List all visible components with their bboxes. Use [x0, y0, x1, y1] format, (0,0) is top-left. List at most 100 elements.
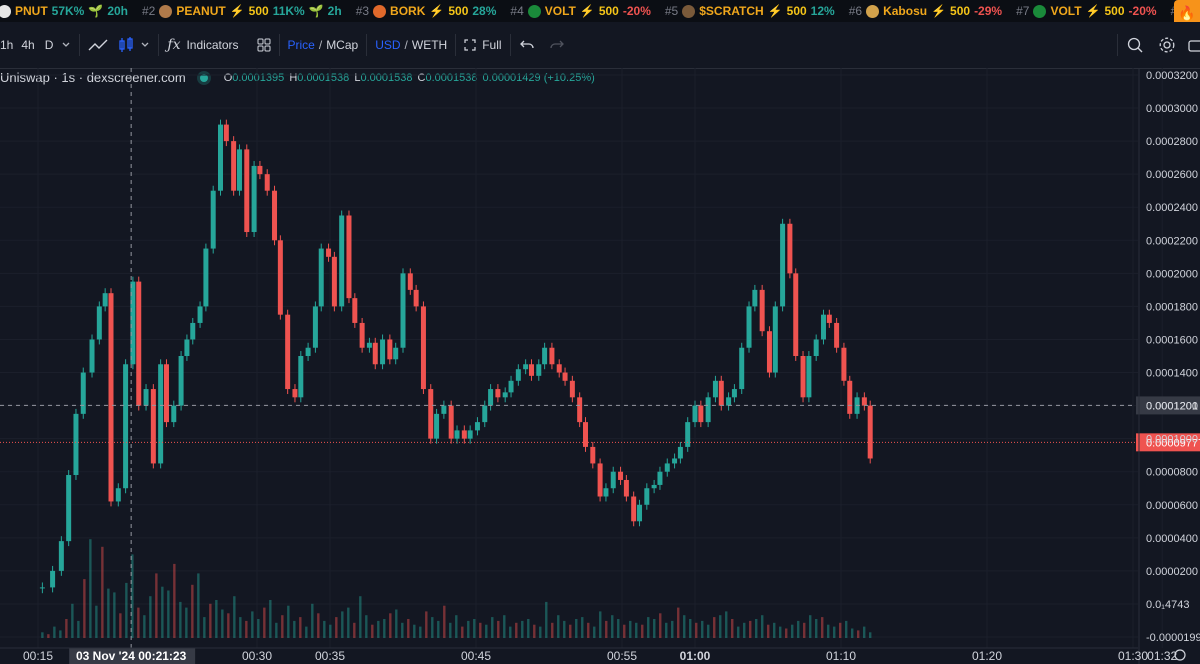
volume-bar [695, 622, 698, 638]
line-chart-button[interactable] [88, 37, 110, 53]
ticker-item[interactable]: #7 VOLT ⚡ 500 -20% [1016, 4, 1156, 18]
candle-body [482, 405, 488, 423]
ticker-item[interactable]: #5 $SCRATCH ⚡ 500 12% [665, 4, 835, 18]
candle-body [372, 342, 378, 365]
ticker-item[interactable]: #2 PEANUT ⚡ 500 11K% 🌱 2h [142, 4, 342, 18]
candle-body [380, 339, 386, 365]
candle-body [841, 347, 847, 381]
last-price-label: 0.00009777 [1146, 437, 1200, 449]
indicators-button[interactable]: ƒx Indicators [167, 37, 238, 53]
candle-body [685, 422, 691, 447]
candle-body [210, 190, 216, 249]
price-mcap-toggle[interactable]: Price / MCap [288, 38, 359, 52]
flame-icon[interactable]: 🔥 [1174, 0, 1200, 26]
candle-body [108, 293, 114, 502]
interval-d[interactable]: D [45, 38, 54, 52]
volume-bar [65, 619, 68, 638]
volume-bar [353, 622, 356, 638]
volume-bar [689, 619, 692, 638]
boost-bolt-icon: ⚡ [767, 4, 783, 18]
weth-option[interactable]: WETH [411, 38, 448, 52]
volume-bar [719, 615, 722, 638]
candle-body [359, 322, 365, 348]
volume-bar [323, 620, 326, 638]
boost-bolt-icon: ⚡ [1085, 4, 1101, 18]
interval-1h[interactable]: 1h [0, 38, 13, 52]
volume-bar [749, 620, 752, 638]
ticker-symbol: PEANUT [176, 4, 226, 18]
line-chart-icon [88, 39, 108, 51]
mcap-option[interactable]: MCap [326, 38, 359, 52]
ticker-item[interactable]: #4 VOLT ⚡ 500 -20% [510, 4, 650, 18]
snapshot-button[interactable] [1188, 36, 1200, 54]
ticker-item[interactable]: #6 Kabosu ⚡ 500 -29% [849, 4, 1002, 18]
candle-body [50, 570, 56, 588]
interval-4h[interactable]: 4h [21, 38, 34, 52]
ticker-change: 12% [810, 4, 835, 18]
price-tick-label: 0.0001600 [1146, 334, 1198, 346]
volume-bar [521, 620, 524, 638]
volume-bar [53, 626, 56, 638]
candle-body [677, 446, 683, 459]
ticker-rank: #3 [355, 4, 370, 18]
search-icon [1127, 37, 1143, 53]
volume-bar [629, 620, 632, 638]
trending-ticker: PNUT 57K% 🌱 20h #2 PEANUT ⚡ 500 11K% 🌱 2h #3 BORK ⚡ 50… [0, 0, 1200, 22]
undo-button[interactable] [519, 38, 535, 52]
price-tick-label: 0.0002000 [1146, 268, 1198, 280]
volume-bar [227, 613, 230, 638]
price-option[interactable]: Price [287, 38, 315, 52]
fullscreen-icon [464, 39, 476, 51]
ticker-change: 57K% [51, 4, 85, 18]
volume-bar [779, 626, 782, 638]
ticker-item[interactable]: #3 BORK ⚡ 500 28% [356, 4, 497, 18]
candle-body [123, 364, 129, 489]
undo-icon [519, 40, 534, 49]
volume-bar [257, 619, 260, 638]
layouts-button[interactable] [257, 38, 271, 52]
candle-body [171, 405, 177, 423]
fullscreen-button[interactable]: Full [464, 38, 502, 52]
candle-body [787, 223, 793, 274]
price-chart[interactable]: 0.0001201 03 Nov '24 00:21:23 0.00009777 0… [0, 68, 1200, 664]
candle-chart-button[interactable] [118, 36, 134, 54]
volume-bar [113, 592, 116, 638]
candle-body [454, 430, 460, 439]
candle-body [96, 306, 102, 340]
ticker-boost: 500 [1104, 4, 1125, 18]
volume-bar [827, 624, 830, 638]
chart-type-dropdown[interactable] [140, 40, 150, 50]
ticker-item[interactable]: PNUT 57K% 🌱 20h [0, 4, 128, 18]
ticker-change: 28% [472, 4, 497, 18]
volume-bar [59, 630, 62, 638]
candle-body [413, 289, 419, 307]
volume-bar [647, 617, 650, 638]
candle-body [66, 475, 72, 542]
sprout-icon: 🌱 [308, 4, 324, 18]
volume-bar [281, 615, 284, 638]
ticker-boost: 500 [248, 4, 269, 18]
candle-body [352, 298, 358, 323]
candle-body [163, 364, 169, 423]
candle-body [495, 389, 501, 398]
candle-body [712, 380, 718, 398]
volume-bar [869, 632, 872, 638]
token-avatar-icon [682, 4, 696, 18]
candle-body [89, 339, 95, 373]
low-label: L [354, 71, 361, 84]
quick-search-button[interactable] [1126, 36, 1144, 54]
volume-bar [329, 624, 332, 638]
volume-bar [797, 620, 800, 638]
volume-bar [713, 617, 716, 638]
candle-body [346, 215, 352, 299]
usd-option[interactable]: USD [375, 38, 401, 52]
settings-button[interactable] [1158, 36, 1176, 54]
currency-toggle[interactable]: USD / WETH [375, 38, 447, 52]
candle-body [434, 413, 440, 439]
volume-bar [563, 620, 566, 638]
redo-button[interactable] [549, 38, 565, 52]
crosshair-time-box [69, 648, 196, 664]
interval-dropdown[interactable] [61, 40, 71, 50]
symbol-source[interactable]: Uniswap · 1s · dexscreener.com [0, 70, 186, 85]
candle-body [583, 422, 588, 447]
